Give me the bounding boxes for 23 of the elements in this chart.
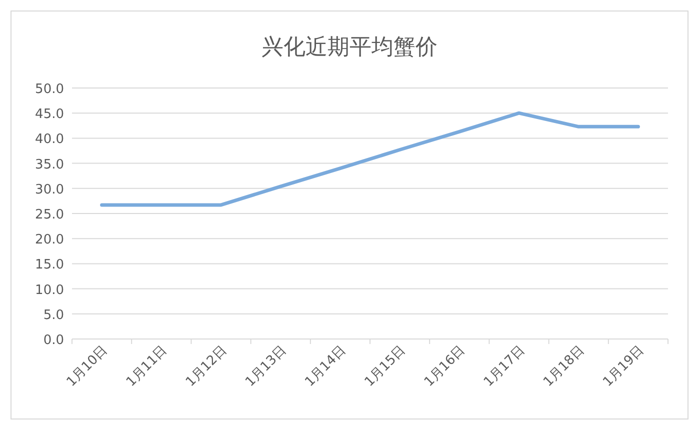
y-tick-label: 45.0 — [35, 107, 64, 122]
y-tick-label: 5.0 — [43, 308, 64, 323]
line-series — [100, 111, 640, 207]
y-tick-label: 0.0 — [43, 333, 64, 348]
y-tick-label: 10.0 — [35, 282, 64, 298]
x-tick-label: 1月12日 — [183, 343, 230, 390]
y-tick-label: 15.0 — [35, 258, 64, 273]
x-tick-label: 1月14日 — [302, 343, 350, 390]
y-tick-label: 35.0 — [35, 157, 64, 172]
x-tick-label: 1月16日 — [422, 343, 468, 390]
x-tick-label: 1月17日 — [481, 343, 528, 390]
x-tick-label: 1月18日 — [540, 343, 588, 390]
x-tick-label: 1月15日 — [362, 343, 409, 390]
x-tick-label: 1月19日 — [600, 343, 648, 390]
y-tick-label: 50.0 — [35, 82, 64, 97]
x-tick-label: 1月13日 — [242, 343, 290, 390]
x-tick-label: 1月11日 — [124, 343, 170, 390]
chart-title: 兴化近期平均蟹价 — [262, 35, 438, 60]
y-tick-label: 20.0 — [35, 232, 64, 248]
y-tick-label: 30.0 — [35, 182, 64, 198]
x-tick-label: 1月10日 — [64, 343, 111, 390]
y-tick-label: 25.0 — [35, 208, 64, 222]
y-tick-label: 40.0 — [35, 132, 64, 148]
